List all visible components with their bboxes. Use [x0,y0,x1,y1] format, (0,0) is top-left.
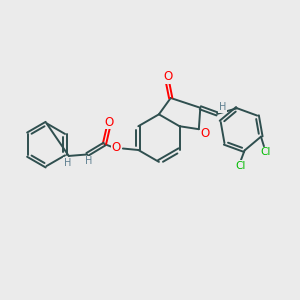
Text: Cl: Cl [235,161,245,171]
Text: Cl: Cl [260,147,270,157]
Text: O: O [163,70,172,83]
Text: O: O [112,140,121,154]
Text: H: H [64,158,71,168]
Text: O: O [201,127,210,140]
Text: H: H [219,102,226,112]
Text: O: O [105,116,114,129]
Text: H: H [85,156,92,166]
